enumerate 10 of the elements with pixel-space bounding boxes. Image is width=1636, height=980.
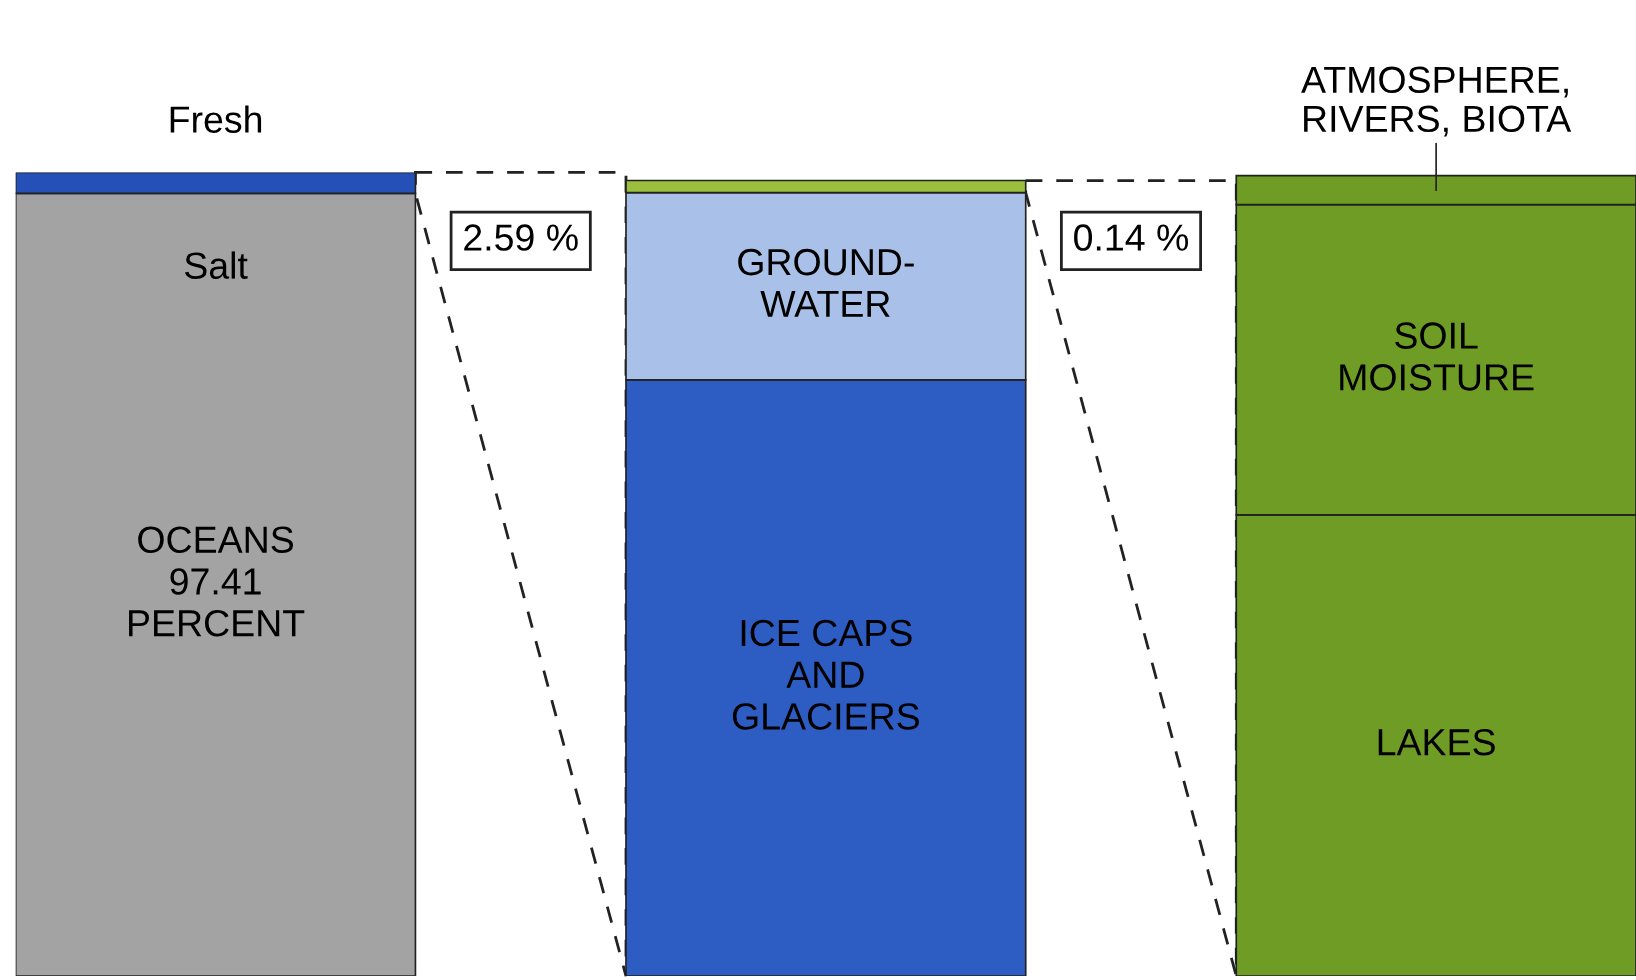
series-label: Fresh (170, 105, 262, 133)
series-label: OCEANS 97.41 PERCENT (129, 526, 305, 637)
series-label: LAKES (1378, 728, 1495, 756)
annotation: 2.59 % (464, 224, 578, 251)
annotation: Salt (184, 251, 248, 279)
series-label: ATMOSPHERE, RIVERS, BIOTA (1301, 66, 1572, 137)
annotation: 0.14 % (1074, 224, 1189, 251)
series-label: SOIL MOISTURE (1340, 322, 1534, 391)
series-label: ICE CAPS AND GLACIERS (732, 619, 919, 730)
series-label: GROUND- WATER (738, 248, 914, 317)
